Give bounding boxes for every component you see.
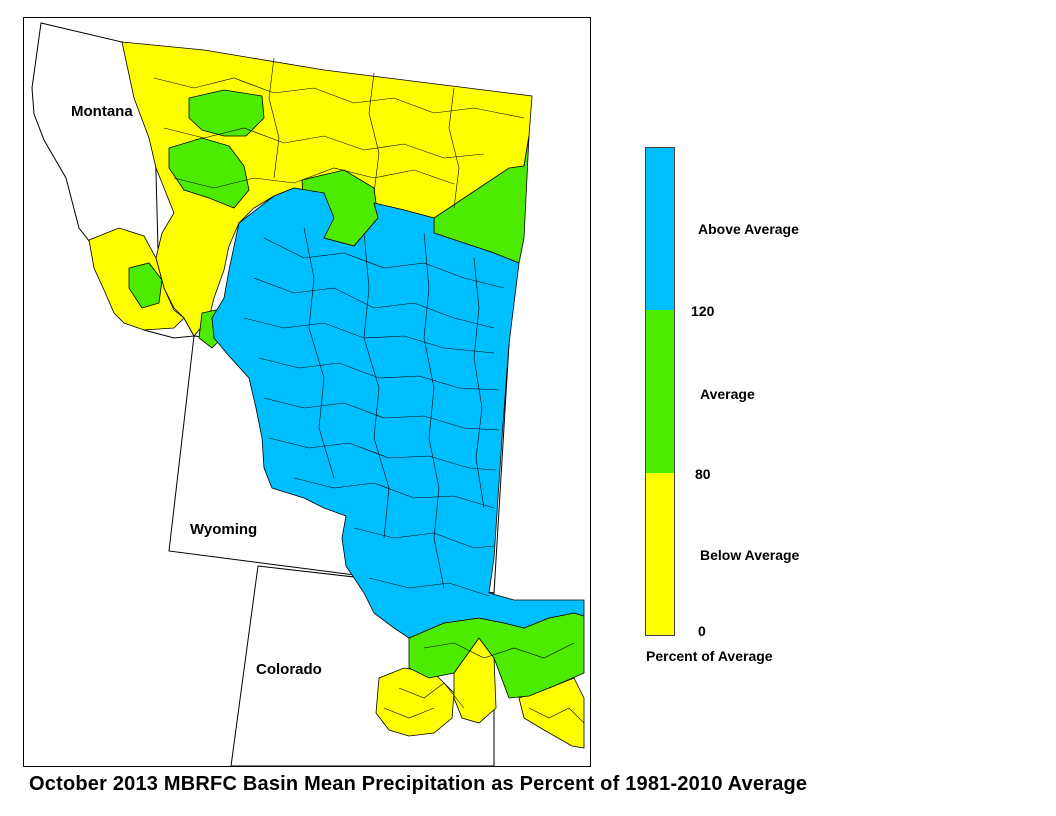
basin-green-small-mt bbox=[128, 262, 163, 309]
legend-label-below: Below Average bbox=[700, 547, 800, 563]
state-label-colorado: Colorado bbox=[256, 661, 322, 678]
basin-green-north bbox=[188, 89, 265, 137]
state-label-wyoming: Wyoming bbox=[190, 521, 257, 538]
legend-tick-80: 80 bbox=[695, 466, 711, 482]
basin-blue-main bbox=[211, 187, 585, 639]
legend-tick-0: 0 bbox=[698, 623, 706, 639]
state-label-montana: Montana bbox=[71, 103, 133, 120]
basin-green-west bbox=[168, 137, 250, 209]
sub-basin-lines bbox=[153, 57, 585, 724]
legend-swatch-above bbox=[646, 148, 674, 310]
legend-swatch-average bbox=[646, 310, 674, 473]
map-caption: October 2013 MBRFC Basin Mean Precipitat… bbox=[29, 773, 808, 795]
above-average-basins bbox=[211, 187, 585, 639]
precipitation-map: Montana Wyoming Colorado bbox=[23, 17, 591, 767]
legend-label-above: Above Average bbox=[698, 221, 799, 237]
legend-swatch-below bbox=[646, 473, 674, 635]
legend-label-average: Average bbox=[700, 386, 755, 402]
legend-title: Percent of Average bbox=[646, 648, 773, 664]
legend-tick-120: 120 bbox=[691, 303, 715, 319]
legend-color-bar bbox=[645, 147, 675, 636]
